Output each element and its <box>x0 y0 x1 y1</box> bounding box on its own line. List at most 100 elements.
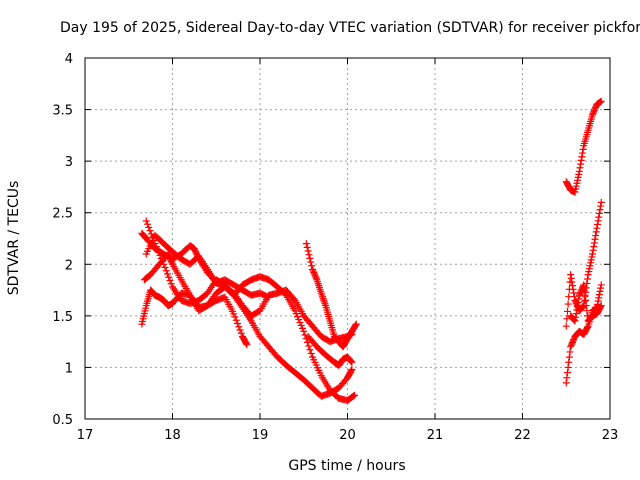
data-point-interp <box>568 278 576 286</box>
data-point-interp <box>574 299 582 307</box>
data-point-interp <box>577 287 585 295</box>
data-point-interp <box>565 358 573 366</box>
data-point <box>300 327 308 335</box>
data-point <box>243 341 251 349</box>
data-point-interp <box>162 267 170 275</box>
x-tick-label: 21 <box>427 428 444 443</box>
data-point <box>562 379 570 387</box>
data-point-interp <box>575 170 583 178</box>
data-point-interp <box>567 341 575 349</box>
data-point-interp <box>594 217 602 225</box>
data-point <box>309 265 316 273</box>
data-point-interp <box>165 273 173 281</box>
data-point-interp <box>295 316 303 324</box>
chart-title: Day 195 of 2025, Sidereal Day-to-day VTE… <box>60 20 640 36</box>
data-point-interp <box>146 227 154 235</box>
data-point-interp <box>577 160 585 168</box>
data-point <box>580 281 588 289</box>
x-tick-label: 19 <box>252 428 269 443</box>
data-point-interp <box>234 320 241 328</box>
data-point-interp <box>159 257 166 265</box>
data-point-interp <box>304 247 312 255</box>
x-axis-label: GPS time / hours <box>288 458 405 474</box>
data-point <box>571 317 579 325</box>
data-point-interp <box>594 297 602 305</box>
data-point <box>348 358 356 366</box>
data-point-interp <box>590 106 598 114</box>
x-tick-label: 17 <box>77 428 94 443</box>
y-tick-label: 3.5 <box>52 104 73 119</box>
data-point <box>142 217 150 225</box>
x-tick-label: 20 <box>339 428 356 443</box>
data-point-interp <box>590 243 598 251</box>
data-point <box>597 302 605 310</box>
tick-labels: 17 18 19 20 21 22 23 0.5 1 1.5 2 2.5 3 3.5 4 <box>52 52 618 443</box>
series-sat-k <box>567 281 605 325</box>
data-point-interp <box>574 173 582 181</box>
data-point-interp <box>235 323 243 331</box>
data-point-interp <box>296 318 304 326</box>
data-point-interp <box>594 221 601 229</box>
data-point-interp <box>167 257 175 265</box>
x-tick-label: 23 <box>602 428 619 443</box>
data-point-interp <box>586 262 594 270</box>
data-point-interp <box>309 267 317 275</box>
data-point <box>265 293 273 301</box>
data-point-interp <box>147 230 155 238</box>
data-point-interp <box>569 338 576 346</box>
data-point <box>291 307 299 315</box>
data-point-interp <box>582 302 590 310</box>
data-point-interp <box>572 182 580 190</box>
data-point-interp <box>242 340 250 348</box>
data-point-interp <box>306 254 314 262</box>
data-point-interp <box>308 262 316 270</box>
data-point <box>597 281 605 289</box>
data-point-interp <box>165 253 173 261</box>
data-point-interp <box>564 369 571 377</box>
series-sat-f <box>302 240 360 351</box>
data-point-interp <box>564 300 572 308</box>
data-point-interp <box>297 321 305 329</box>
data-point-interp <box>590 239 598 247</box>
data-point-interp <box>164 270 171 278</box>
data-point-interp <box>570 335 578 343</box>
series-sat-g <box>304 332 356 369</box>
data-point-interp <box>311 271 319 279</box>
data-point-interp <box>570 289 578 297</box>
data-point-interp <box>567 274 575 282</box>
data-point-interp <box>570 293 578 301</box>
data-point-interp <box>565 353 573 361</box>
data-point-interp <box>581 291 589 299</box>
grid-lines <box>85 58 610 419</box>
data-point-interp <box>168 259 176 267</box>
data-point-interp <box>595 209 603 217</box>
data-point-interp <box>563 315 571 323</box>
data-point-interp <box>307 349 315 357</box>
data-point-interp <box>590 108 598 116</box>
data-point <box>164 250 172 258</box>
data-point <box>160 260 168 268</box>
data-point <box>597 97 605 105</box>
data-point-interp <box>347 357 355 365</box>
data-point-interp <box>568 340 576 348</box>
data-point <box>575 167 583 175</box>
data-point-interp <box>156 251 164 259</box>
data-point-interp <box>564 307 571 315</box>
data-point <box>190 245 198 253</box>
data-point-interp <box>587 259 595 267</box>
data-point-interp <box>290 295 298 303</box>
data-point-interp <box>587 256 595 264</box>
data-point-interp <box>347 367 355 375</box>
data-point-interp <box>574 176 581 184</box>
data-point-interp <box>165 251 173 259</box>
data-point-interp <box>350 392 357 400</box>
x-tick-label: 22 <box>514 428 531 443</box>
data-point-interp <box>580 297 588 305</box>
data-point-interp <box>352 321 360 329</box>
series-sat-e <box>142 231 273 301</box>
data-point <box>567 343 575 351</box>
data-point-interp <box>588 253 596 261</box>
data-point-interp <box>192 248 200 256</box>
